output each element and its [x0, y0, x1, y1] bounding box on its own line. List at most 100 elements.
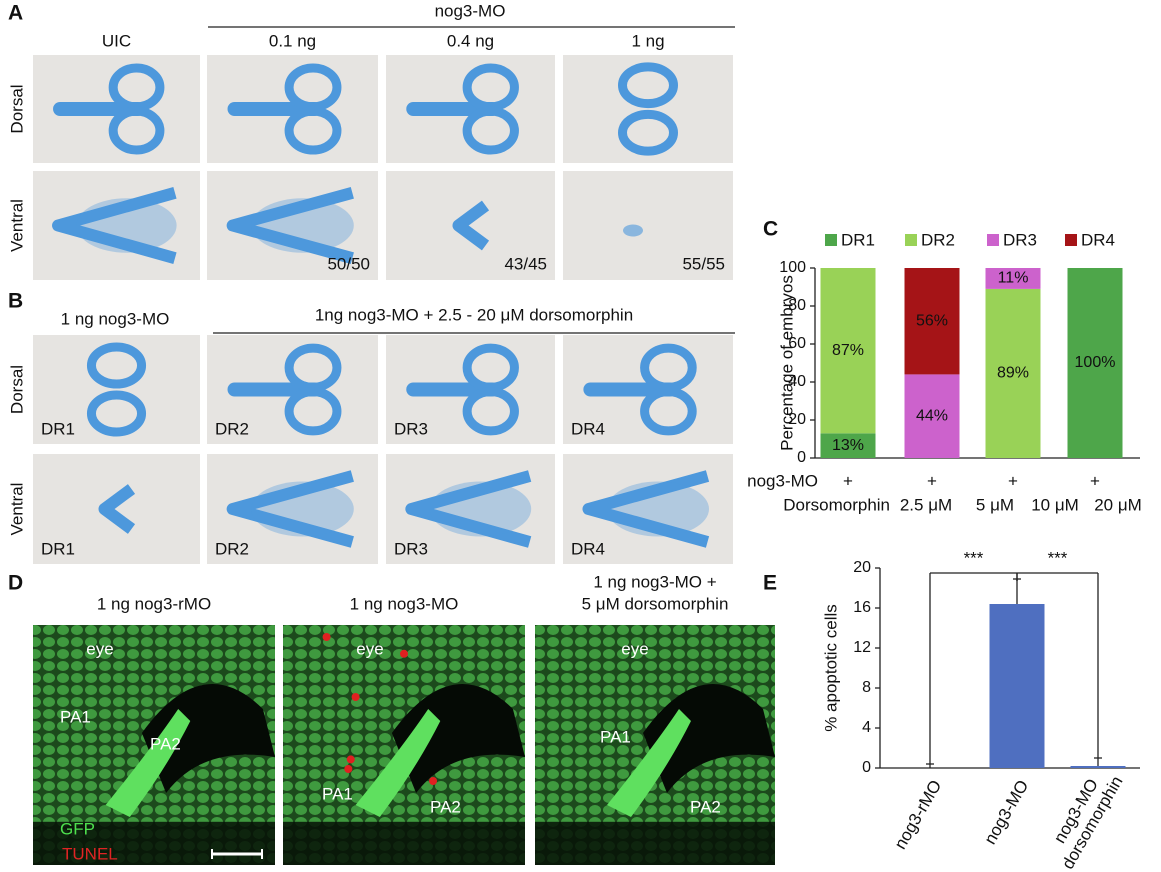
- legend-label: DR1: [841, 230, 875, 249]
- cartilage: [226, 187, 354, 264]
- tunel-spot: [346, 755, 355, 764]
- image-label: PA1: [60, 707, 91, 726]
- x-tick-label: 5 μM: [976, 495, 1014, 514]
- cartilage: [52, 187, 177, 264]
- value-label: 13%: [832, 437, 864, 454]
- legend-swatch: [1065, 234, 1077, 246]
- dark-region: [391, 684, 525, 793]
- cartilage: [607, 481, 709, 537]
- image-label: DR1: [41, 419, 75, 438]
- image-label: DR1: [41, 539, 75, 558]
- group-label: 1ng nog3-MO + 2.5 - 20 μM dorsomorphin: [315, 305, 633, 324]
- group-label: nog3-MO: [435, 1, 506, 20]
- photo: [33, 335, 200, 444]
- bar: [989, 604, 1045, 768]
- column-header: 1 ng: [631, 31, 664, 50]
- value-label: 44%: [916, 407, 948, 424]
- panel-label: B: [8, 290, 23, 313]
- photo: [563, 454, 733, 564]
- photo-bg: [33, 454, 200, 564]
- row-entry: +: [927, 471, 937, 490]
- count-label: 43/45: [504, 254, 547, 273]
- image-label: PA1: [600, 727, 631, 746]
- row-entry: +: [1090, 471, 1100, 490]
- photo: [386, 335, 555, 444]
- y-tick-label: 100: [779, 259, 806, 276]
- y-tick-label: 8: [862, 679, 871, 696]
- x-tick-label: 2.5 μM: [900, 495, 952, 514]
- row-entry: +: [843, 471, 853, 490]
- panel-label: D: [8, 572, 23, 595]
- column-header: 0.1 ng: [269, 31, 316, 50]
- tunel-spot: [429, 777, 438, 785]
- cartilage: [284, 106, 342, 155]
- column-header: 1 ng nog3-MO: [61, 309, 170, 328]
- cartilage: [251, 198, 354, 253]
- photo: [207, 335, 378, 444]
- cartilage: [623, 224, 643, 237]
- significance: ***: [964, 548, 984, 567]
- y-tick-label: 12: [853, 639, 871, 656]
- image-label: DR3: [394, 539, 428, 558]
- cartilage: [86, 342, 147, 389]
- bar-segment: [904, 268, 960, 375]
- panel-label: A: [8, 2, 23, 25]
- cartilage: [640, 387, 697, 436]
- y-axis-label: % apoptotic cells: [821, 604, 840, 732]
- photo-bg: [386, 171, 555, 280]
- row-label: nog3-MO: [747, 471, 818, 490]
- legend-swatch: [987, 234, 999, 246]
- column-header: 5 μM dorsomorphin: [582, 594, 729, 613]
- cartilage: [462, 387, 519, 436]
- cartilage: [618, 62, 678, 109]
- value-label: 11%: [998, 270, 1029, 287]
- row-label: Ventral: [7, 199, 26, 252]
- image-label: PA1: [322, 784, 353, 803]
- image-label: DR4: [571, 419, 605, 438]
- y-tick-label: 0: [797, 449, 806, 466]
- photo: [207, 454, 378, 564]
- image-label: TUNEL: [62, 844, 118, 863]
- value-label: 100%: [1075, 354, 1116, 371]
- tunel-spot: [400, 649, 408, 658]
- dark-region: [643, 684, 775, 793]
- dark-bottom: [283, 821, 525, 865]
- image-label: PA2: [150, 734, 181, 753]
- image-label: DR3: [394, 419, 428, 438]
- count-label: 50/50: [327, 254, 370, 273]
- gfp-structure: [105, 709, 191, 817]
- image-label: eye: [621, 639, 648, 658]
- x-tick-label: nog3-MO: [980, 777, 1032, 848]
- bar-segment: [820, 268, 876, 434]
- value-label: 89%: [997, 365, 1029, 382]
- cartilage: [429, 481, 532, 537]
- confocal-image: [535, 625, 775, 865]
- legend-label: DR3: [1003, 230, 1037, 249]
- image-label: PA2: [690, 797, 721, 816]
- y-tick-label: 20: [853, 559, 871, 576]
- photo: [563, 55, 733, 163]
- column-header: UIC: [102, 31, 131, 50]
- row-label: Dorsomorphin: [783, 495, 890, 514]
- column-header: 1 ng nog3-MO: [350, 594, 459, 613]
- cartilage: [108, 106, 165, 155]
- photo: [33, 55, 200, 163]
- tunel-spot: [344, 765, 353, 773]
- photo: [33, 454, 200, 564]
- column-header: 0.4 ng: [447, 31, 494, 50]
- legend-swatch: [825, 234, 837, 246]
- photo: [386, 55, 555, 163]
- image-label: GFP: [60, 819, 95, 838]
- x-tick-label: 10 μM: [1031, 495, 1079, 514]
- count-label: 55/55: [682, 254, 725, 273]
- cartilage: [86, 390, 147, 437]
- cartilage: [251, 481, 354, 537]
- image-label: DR4: [571, 539, 605, 558]
- bar-segment: [985, 268, 1041, 289]
- x-tick-label: 20 μM: [1094, 495, 1142, 514]
- bar-segment: [1067, 268, 1123, 458]
- bar-segment: [904, 374, 960, 458]
- tunel-spot: [351, 693, 360, 701]
- photo: [207, 55, 378, 163]
- cartilage: [618, 109, 678, 156]
